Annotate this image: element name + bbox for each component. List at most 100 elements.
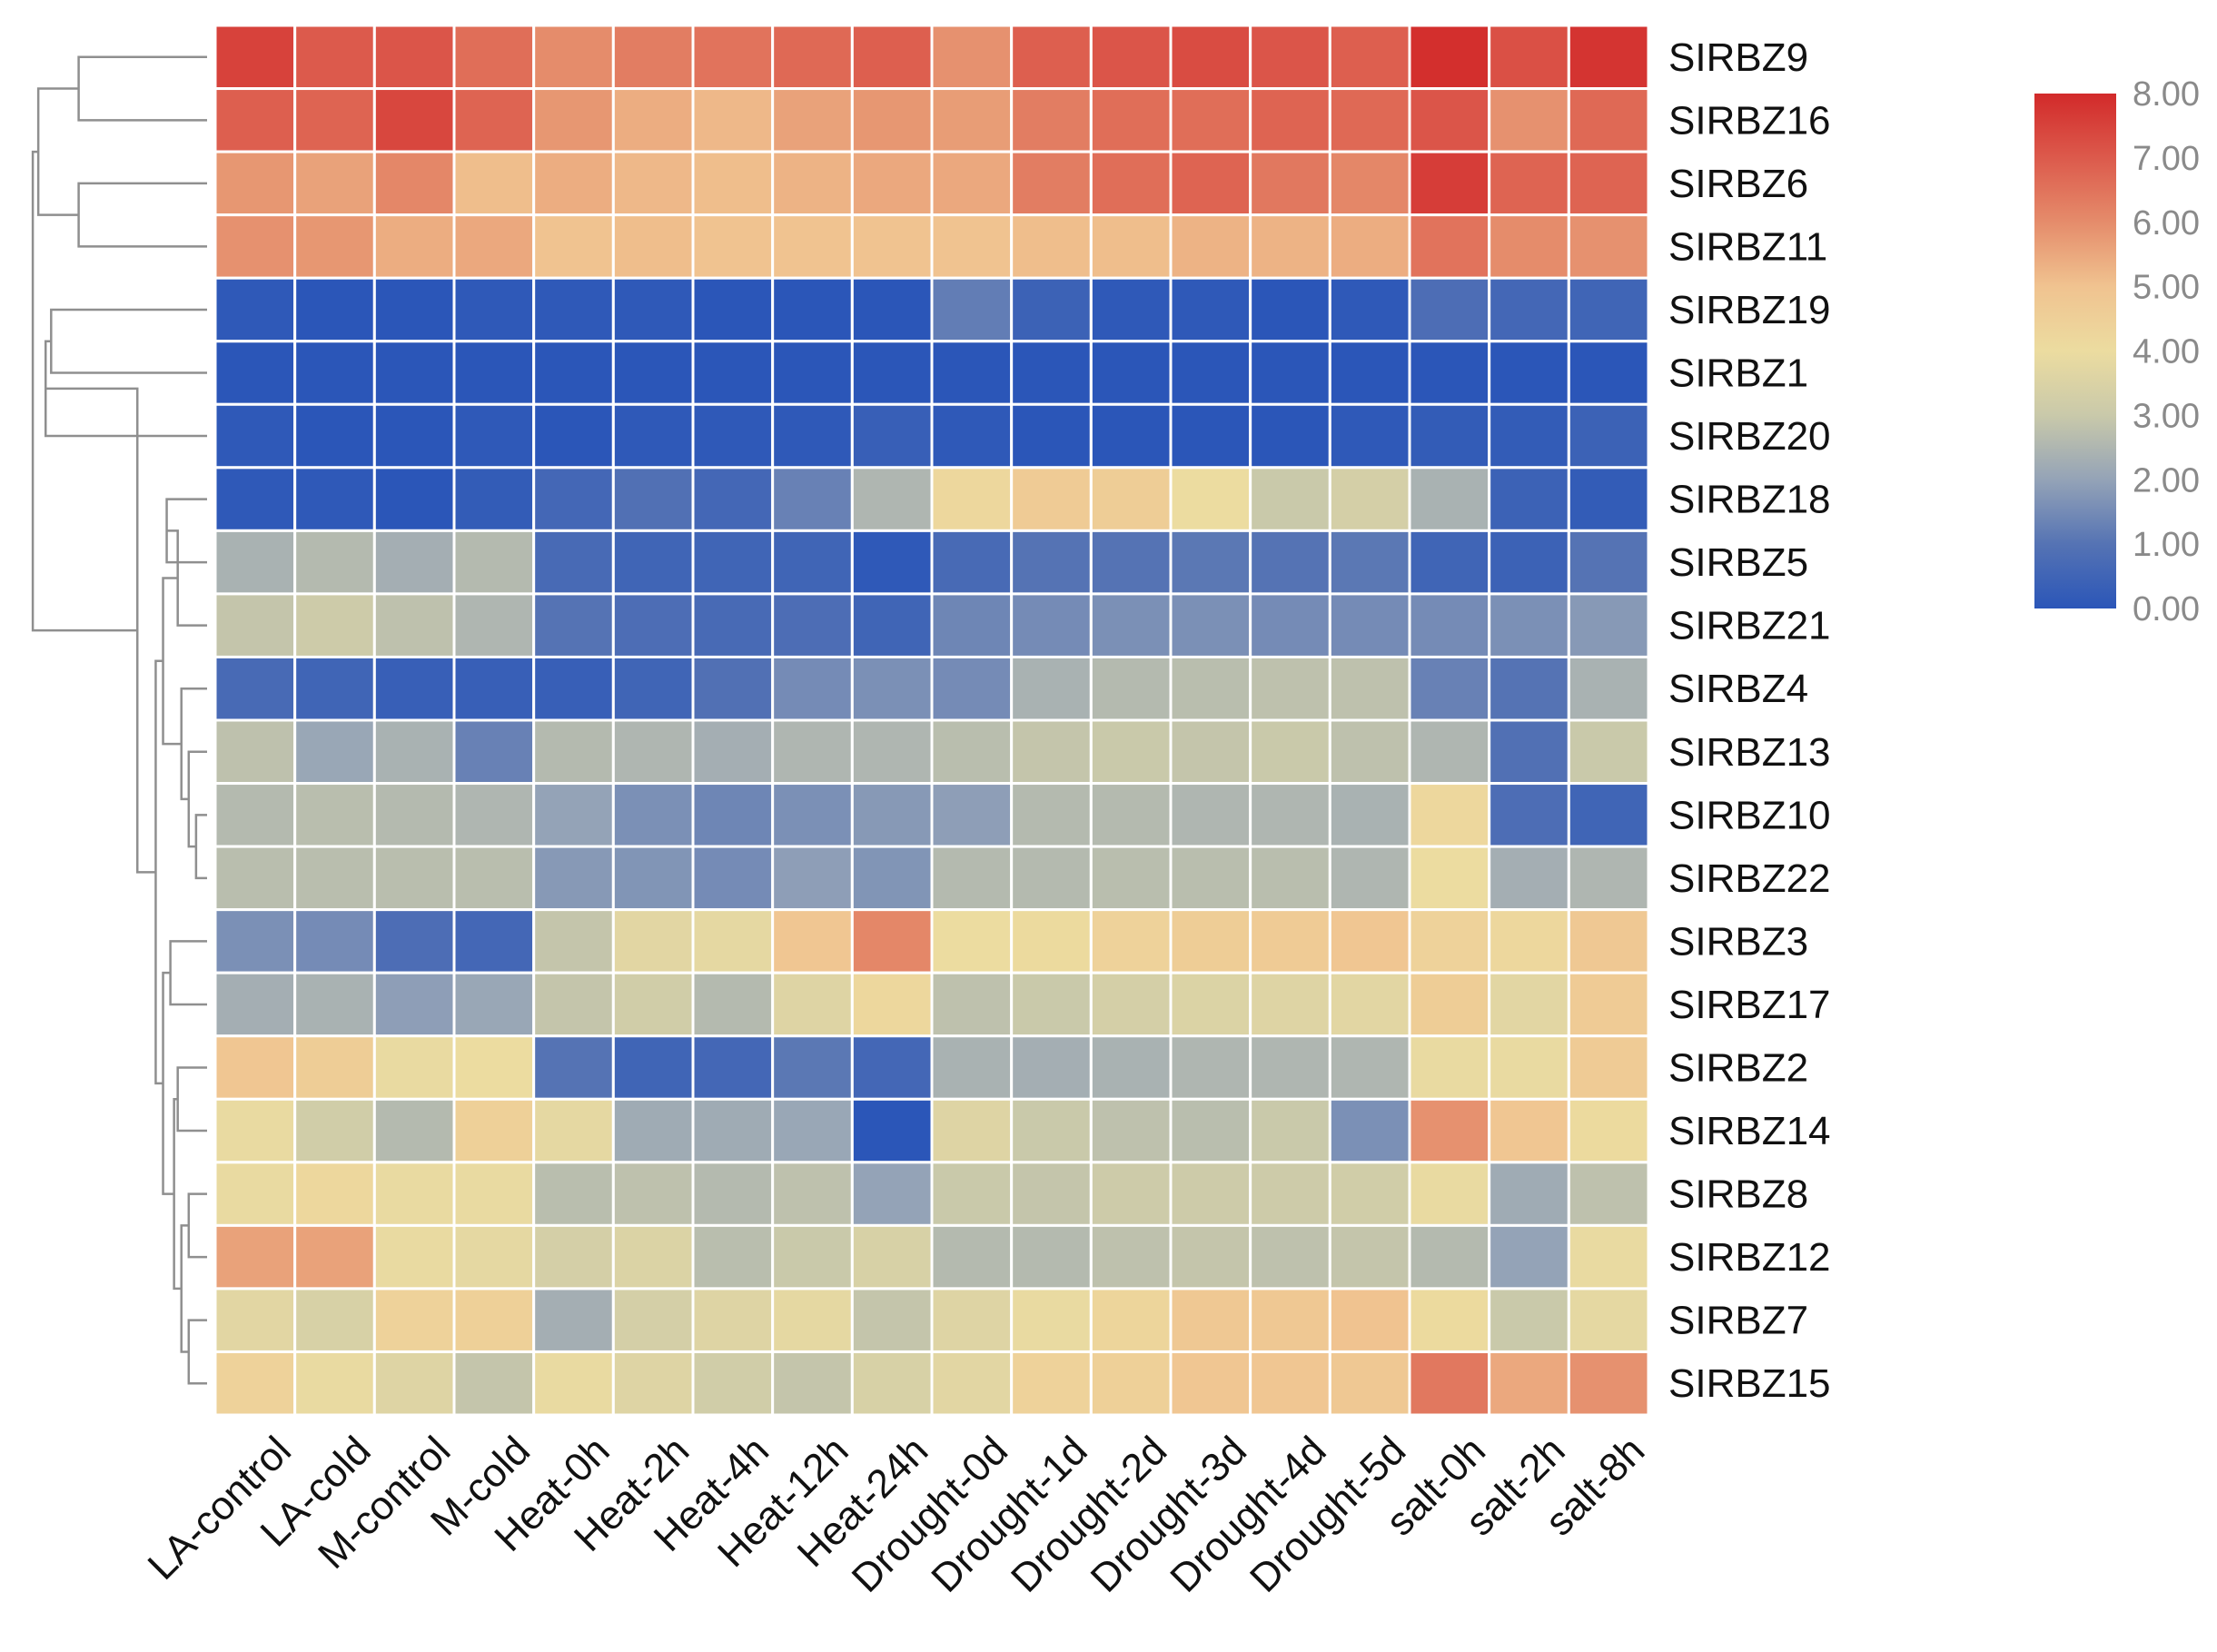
heatmap-cell [691,529,775,596]
heatmap-cell [691,1161,775,1227]
heatmap-cell [691,150,775,217]
heatmap-cell [213,655,297,722]
heatmap-cell [293,213,376,280]
heatmap-cell [930,87,1014,153]
heatmap-cell [293,908,376,974]
heatmap-cell [1328,1223,1411,1291]
heatmap-cell [213,529,297,596]
heatmap-cell [532,24,615,91]
heatmap-cell [532,1223,615,1291]
heatmap-cell [930,1223,1014,1291]
heatmap-cell [1488,466,1570,532]
heatmap-cell [771,908,854,974]
heatmap-cell [1488,1161,1570,1227]
heatmap-cell [771,213,854,280]
heatmap-cell [452,1097,536,1164]
heatmap-cell [532,908,615,974]
heatmap-cell [293,1034,376,1101]
heatmap-cell [850,213,934,280]
heatmap-cell [1567,402,1650,470]
heatmap-cell [611,908,695,974]
heatmap-cell [293,592,376,658]
heatmap-cell [611,1350,695,1417]
row-label: SIRBZ20 [1668,414,1831,459]
heatmap-cell [1488,592,1570,658]
heatmap-cell [1328,87,1411,153]
heatmap-cell [213,971,297,1038]
heatmap-cell [771,24,854,91]
heatmap-cell [1488,1223,1570,1291]
heatmap-cell [452,340,536,406]
heatmap-cell [1328,782,1411,848]
heatmap-cell [293,1350,376,1417]
heatmap-cell [452,1223,536,1291]
legend-tick-label: 3.00 [2133,397,2200,435]
row-label: SIRBZ1 [1668,351,1808,396]
heatmap-cell [1567,466,1650,532]
heatmap-cell [930,1097,1014,1164]
heatmap-cell [1089,782,1173,848]
row-label: SIRBZ14 [1668,1109,1831,1153]
legend-tick-label: 0.00 [2133,590,2200,628]
heatmap-cell [1567,1350,1650,1417]
heatmap-cell [850,276,934,343]
heatmap-cell [293,1287,376,1353]
heatmap-cell [1408,592,1491,658]
heatmap-cell [532,340,615,406]
heatmap-cell [1567,276,1650,343]
heatmap-cell [771,1097,854,1164]
heatmap-cell [1089,213,1173,280]
heatmap-cell [1010,908,1093,974]
heatmap-cell [771,150,854,217]
heatmap-cell [293,402,376,470]
heatmap-cell [1408,276,1491,343]
dendrogram-branch [180,687,207,801]
heatmap-cell [1408,845,1491,912]
heatmap-cell [1488,276,1570,343]
heatmap-cell [1089,1350,1173,1417]
heatmap-cell [452,1350,536,1417]
heatmap-cell [1567,908,1650,974]
heatmap-cell [611,24,695,91]
heatmap-cell [532,1097,615,1164]
heatmap-cell [1089,908,1173,974]
row-label: SIRBZ19 [1668,288,1831,332]
heatmap-cell [1169,276,1252,343]
heatmap-cell [213,276,297,343]
heatmap-cell [372,655,456,722]
heatmap-cell [1488,845,1570,912]
legend-color-bar [2034,94,2116,608]
heatmap-cell [372,1097,456,1164]
heatmap-cell [611,340,695,406]
row-labels: SIRBZ9 SIRBZ16 SIRBZ6 SIRBZ11 SIRBZ19 SIRBZ1 S… [1668,35,1831,1406]
heatmap-cell [850,87,934,153]
heatmap-cell [611,1097,695,1164]
heatmap-cell [372,908,456,974]
heatmap-cell [611,276,695,343]
dendrogram-branch [194,814,207,880]
heatmap-cell [1408,24,1491,91]
heatmap-cell [372,213,456,280]
heatmap-cell [1010,402,1093,470]
heatmap-cell [452,1034,536,1101]
heatmap-cell [372,1161,456,1227]
heatmap-cell [372,845,456,912]
heatmap-cell [213,718,297,786]
heatmap-cell [1089,1223,1173,1291]
row-label: SIRBZ21 [1668,604,1831,648]
heatmap-cell [1408,1223,1491,1291]
row-label: SIRBZ4 [1668,667,1808,711]
heatmap-cell [1169,87,1252,153]
heatmap-cell [293,340,376,406]
heatmap-cell [1169,1161,1252,1227]
heatmap-cell [1010,1287,1093,1353]
heatmap-cell [1328,466,1411,532]
heatmap-cell [850,466,934,532]
heatmap-cell [691,592,775,658]
heatmap-cell [771,592,854,658]
heatmap-cell [1567,592,1650,658]
heatmap-cell [850,782,934,848]
heatmap-cell [1328,718,1411,786]
heatmap-cell [1567,24,1650,91]
heatmap-cell [930,908,1014,974]
